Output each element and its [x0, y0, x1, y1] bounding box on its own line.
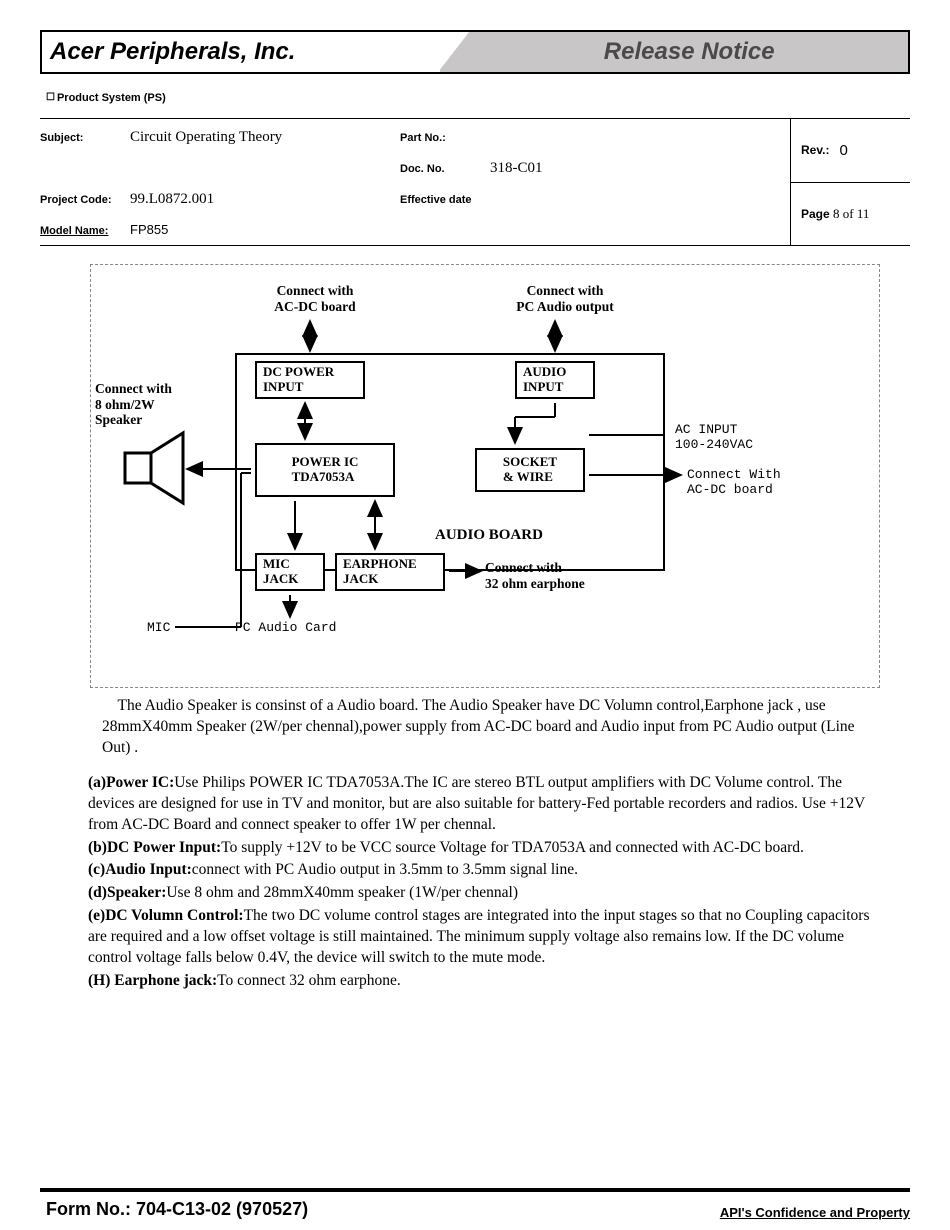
confidentiality: API's Confidence and Property — [720, 1205, 910, 1220]
item-e-head: (e)DC Volumn Control: — [88, 907, 244, 924]
model-label: Model Name: — [40, 225, 130, 237]
projcode-value: 99.L0872.001 — [130, 191, 400, 208]
item-h-body: To connect 32 ohm earphone. — [217, 972, 401, 989]
item-h-head: (H) Earphone jack: — [88, 972, 217, 989]
diagram-svg — [105, 283, 825, 673]
intro-paragraph: The Audio Speaker is consinst of a Audio… — [102, 696, 880, 759]
block-diagram: DC POWER INPUT AUDIO INPUT POWER IC TDA7… — [105, 283, 865, 663]
release-notice-title: Release Notice — [470, 32, 908, 72]
form-number: Form No.: 704-C13-02 (970527) — [46, 1199, 308, 1220]
page-value: 8 of 11 — [833, 206, 869, 222]
diagram-container: DC POWER INPUT AUDIO INPUT POWER IC TDA7… — [90, 264, 880, 688]
item-a-head: (a)Power IC: — [88, 774, 174, 791]
item-d-body: Use 8 ohm and 28mmX40mm speaker (1W/per … — [166, 884, 518, 901]
item-b-body: To supply +12V to be VCC source Voltage … — [221, 839, 804, 856]
header-bar: Acer Peripherals, Inc. Release Notice — [40, 30, 910, 74]
checkbox-icon: ☐ — [46, 92, 55, 103]
subject-value: Circuit Operating Theory — [130, 129, 400, 146]
projcode-label: Project Code: — [40, 194, 130, 206]
item-c-head: (c)Audio Input: — [88, 861, 192, 878]
partno-label: Part No.: — [400, 132, 490, 144]
docno-label: Doc. No. — [400, 163, 490, 175]
description-list: (a)Power IC:Use Philips POWER IC TDA7053… — [88, 773, 880, 992]
footer: Form No.: 704-C13-02 (970527) API's Conf… — [46, 1199, 910, 1220]
intro-text: The Audio Speaker is consinst of a Audio… — [102, 697, 855, 756]
model-value: FP855 — [130, 222, 168, 237]
company-name: Acer Peripherals, Inc. — [42, 32, 440, 72]
product-system-label: ☐Product System (PS) — [46, 92, 910, 104]
page-label: Page — [801, 207, 830, 221]
item-a-body: Use Philips POWER IC TDA7053A.The IC are… — [88, 774, 865, 833]
effdate-label: Effective date — [400, 194, 490, 206]
product-system-text: Product System (PS) — [57, 92, 166, 104]
rev-value: 0 — [839, 142, 847, 159]
footer-rule — [40, 1188, 910, 1192]
item-b-head: (b)DC Power Input: — [88, 839, 221, 856]
rev-label: Rev.: — [801, 143, 829, 157]
subject-label: Subject: — [40, 132, 130, 144]
header-divider — [440, 32, 470, 72]
docno-value: 318-C01 — [490, 160, 543, 177]
item-d-head: (d)Speaker: — [88, 884, 166, 901]
info-block: Subject: Circuit Operating Theory Part N… — [40, 118, 910, 246]
item-c-body: connect with PC Audio output in 3.5mm to… — [192, 861, 578, 878]
right-column: Rev.: 0 Page 8 of 11 — [790, 119, 910, 245]
